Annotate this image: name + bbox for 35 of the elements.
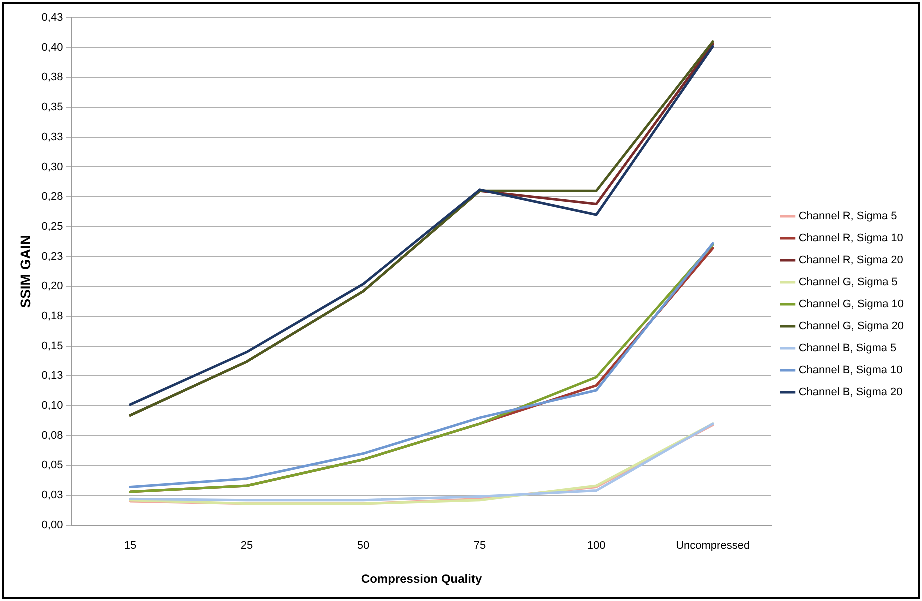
y-tick-label: 0,25: [42, 220, 64, 233]
x-axis-title: Compression Quality: [361, 572, 482, 586]
x-tick-label: 75: [474, 540, 486, 552]
legend-label: Channel G, Sigma 10: [798, 298, 904, 311]
x-tick-label: 100: [587, 540, 606, 552]
y-tick-label: 0,33: [42, 131, 64, 144]
y-tick-label: 0,08: [42, 430, 64, 442]
y-tick-label: 0,13: [42, 370, 64, 382]
x-tick-label: 50: [357, 540, 370, 552]
legend-label: Channel R, Sigma 10: [798, 232, 904, 245]
legend-label: Channel R, Sigma 5: [798, 210, 898, 223]
y-tick-label: 0,10: [42, 400, 64, 412]
y-tick-label: 0,28: [42, 191, 64, 204]
y-tick-label: 0,15: [42, 340, 64, 352]
y-tick-label: 0,38: [42, 72, 64, 84]
y-tick-label: 0,05: [42, 460, 64, 472]
y-tick-label: 0,03: [42, 490, 64, 502]
legend-label: Channel B, Sigma 10: [798, 364, 903, 377]
legend-label: Channel R, Sigma 20: [798, 254, 904, 267]
legend-label: Channel G, Sigma 20: [798, 320, 904, 333]
x-tick-label: 15: [124, 540, 137, 552]
y-tick-label: 0,23: [42, 250, 64, 263]
y-tick-label: 0,30: [42, 161, 64, 174]
x-tick-label: Uncompressed: [676, 540, 750, 552]
y-axis-title: SSIM GAIN: [17, 235, 34, 308]
legend-label: Channel G, Sigma 5: [798, 276, 898, 289]
legend-label: Channel B, Sigma 5: [798, 342, 897, 355]
y-tick-label: 0,43: [42, 12, 64, 24]
y-tick-label: 0,18: [42, 310, 64, 322]
y-tick-label: 0,35: [42, 102, 64, 114]
legend-label: Channel B, Sigma 20: [798, 386, 903, 399]
y-tick-label: 0,20: [42, 280, 64, 293]
x-tick-label: 25: [240, 540, 254, 552]
y-tick-label: 0,40: [42, 42, 64, 54]
y-tick-label: 0,00: [42, 519, 64, 532]
